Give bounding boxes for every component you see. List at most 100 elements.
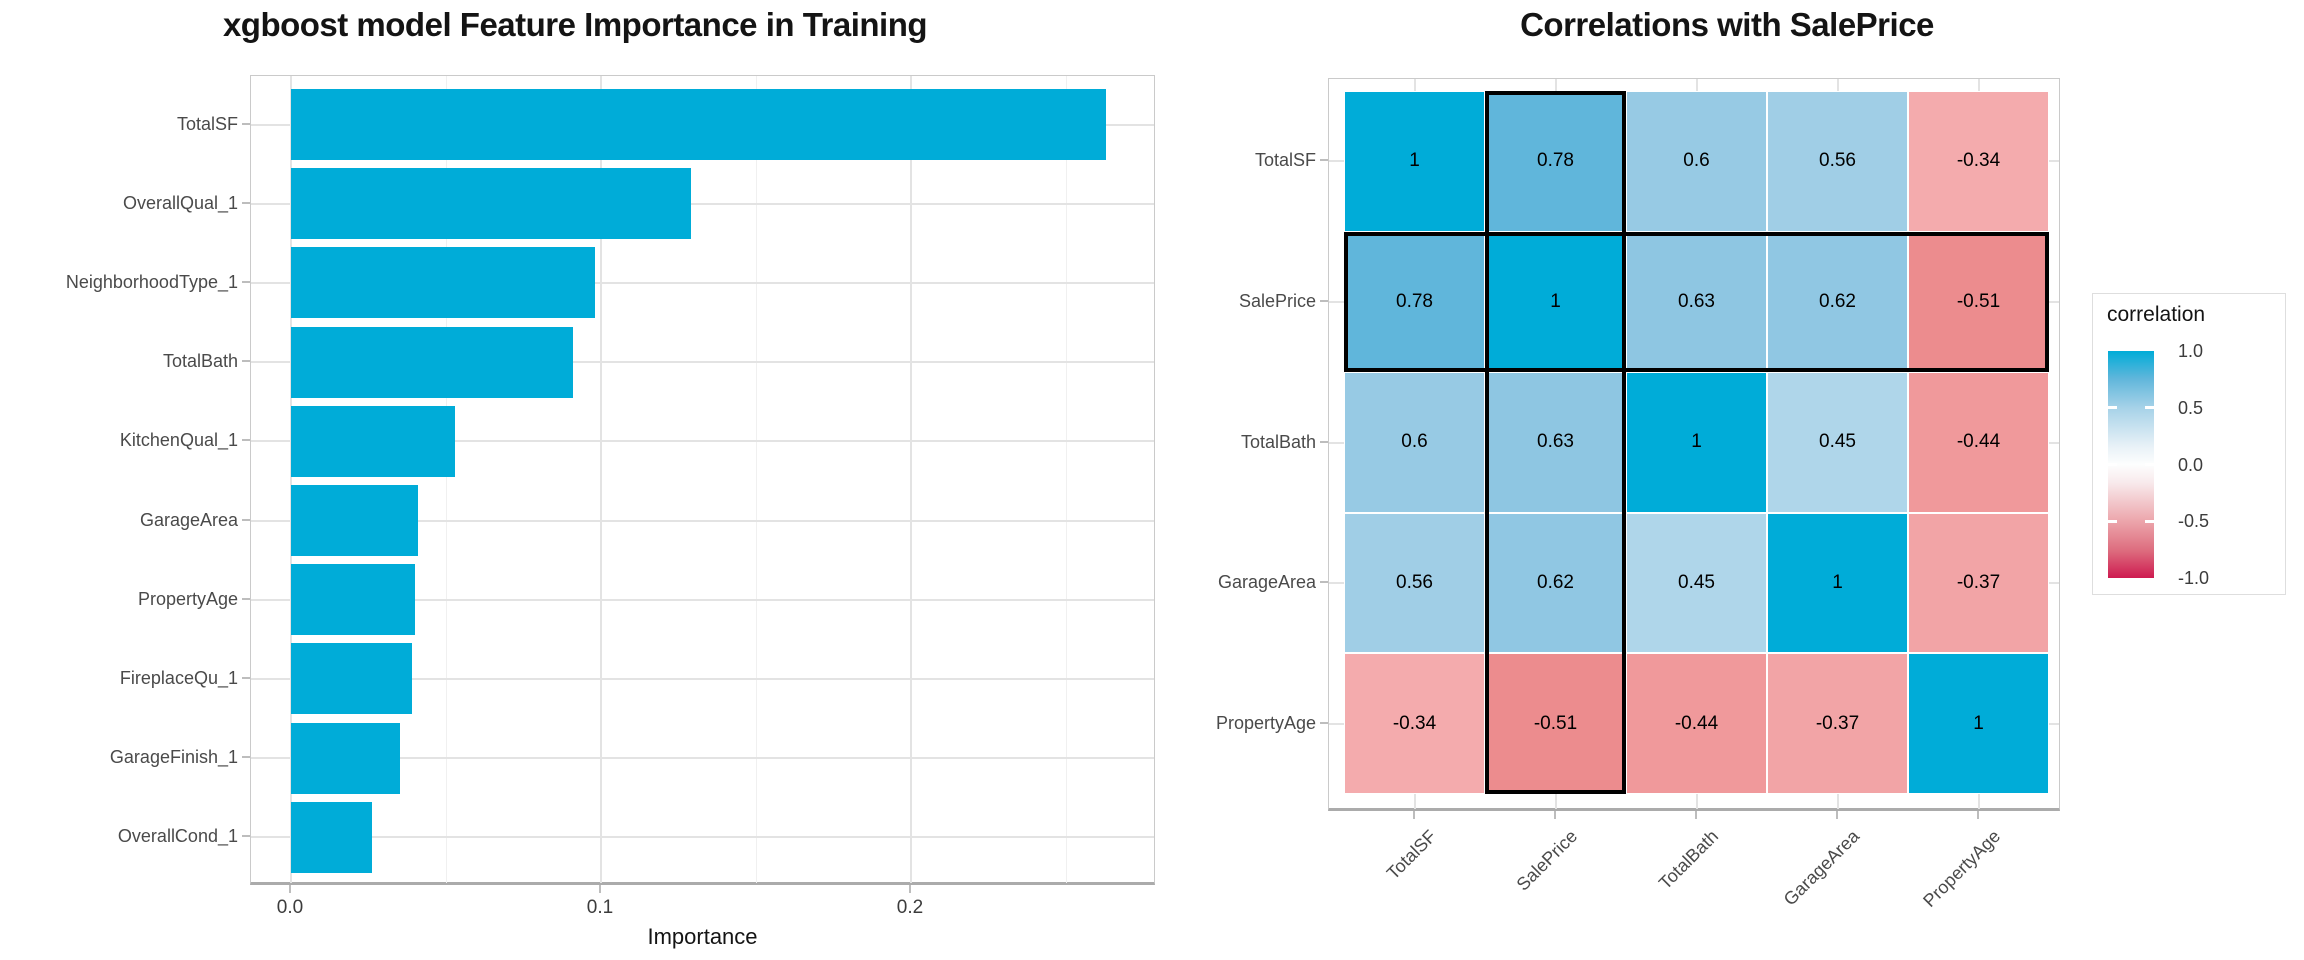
correlation-heatmap-chart: Correlations with SalePrice 1 0.78 0.6 0.56… (1150, 0, 2304, 960)
x-axis-label-rotated: PropertyAge (1918, 826, 2004, 911)
heatmap-cell: 0.78 (1344, 231, 1485, 373)
bar (291, 485, 419, 556)
x-axis-label-rotated: TotalSF (1382, 826, 1440, 884)
legend-tick-dash (2145, 406, 2154, 410)
legend-tick-dash (2108, 463, 2117, 466)
heatmap-title: Correlations with SalePrice (1520, 6, 1934, 43)
y-axis-tick (242, 756, 250, 759)
gridline-major-horizontal (251, 836, 1154, 839)
heatmap-cell: -0.51 (1485, 653, 1626, 794)
y-axis-tick (242, 835, 250, 838)
gridline-major-vertical (910, 76, 912, 883)
x-axis-tick (1976, 811, 1979, 819)
bar (291, 247, 595, 319)
y-axis-tick (242, 122, 250, 125)
y-axis-label: TotalBath (162, 351, 238, 372)
heatmap-cell: 0.62 (1485, 512, 1626, 654)
x-axis-label: 0.0 (276, 897, 304, 918)
bar-chart-title: xgboost model Feature Importance in Trai… (222, 6, 928, 43)
heatmap-cell: 0.45 (1626, 512, 1767, 654)
y-axis-tick (242, 360, 250, 363)
y-axis-label: PropertyAge (1215, 712, 1316, 733)
heatmap-cell: -0.37 (1767, 653, 1908, 794)
legend-tick-label: -1.0 (2178, 568, 2210, 588)
gridline-minor-vertical (756, 76, 757, 883)
x-axis-tick (599, 885, 601, 893)
heatmap-cell: -0.34 (1908, 91, 2049, 232)
x-axis-tick (1694, 811, 1697, 819)
legend-tick-label: 1.0 (2178, 341, 2204, 361)
heatmap-cell: 0.6 (1344, 372, 1485, 513)
legend-tick-dash (2108, 519, 2117, 523)
heatmap-cell: 1 (1767, 512, 1908, 654)
heatmap-cell: 0.56 (1767, 91, 1908, 232)
gridline-major-horizontal (251, 440, 1154, 443)
gridline-major-horizontal (251, 519, 1154, 522)
y-axis-tick (242, 597, 250, 600)
legend-tick-dash (2145, 519, 2154, 523)
legend-tick-dash (2145, 463, 2154, 466)
heatmap-cell: 1 (1485, 231, 1626, 373)
heatmap-cell: 0.63 (1485, 372, 1626, 513)
bar (291, 643, 412, 715)
heatmap-cell: 1 (1908, 653, 2049, 794)
y-axis-label: SalePrice (1238, 290, 1316, 311)
heatmap-cell: 1 (1344, 91, 1485, 232)
y-axis-tick (1320, 159, 1328, 162)
x-axis-tick (1835, 811, 1838, 819)
gridline-minor-vertical (1066, 76, 1067, 883)
bar (291, 722, 400, 794)
y-axis-tick (1320, 581, 1328, 584)
heatmap-cell: 0.45 (1767, 372, 1908, 513)
y-axis-tick (1320, 299, 1328, 302)
heatmap-cell: -0.51 (1908, 231, 2049, 373)
y-axis-tick (242, 439, 250, 442)
y-axis-label: OverallQual_1 (122, 192, 238, 213)
gridline-major-vertical (290, 76, 292, 883)
x-axis-label-rotated: SalePrice (1512, 826, 1581, 895)
legend-title: correlation (2107, 303, 2206, 326)
y-axis-label: GarageFinish_1 (109, 747, 238, 768)
y-axis-tick (1320, 721, 1328, 724)
legend-tick-label: 0.0 (2178, 454, 2204, 475)
x-axis-label-rotated: TotalBath (1654, 826, 1722, 894)
y-axis-label: FireplaceQu_1 (119, 667, 238, 688)
bar-chart-panel (250, 75, 1155, 885)
heatmap-cell: 1 (1626, 372, 1767, 513)
y-axis-label: NeighborhoodType_1 (65, 271, 238, 292)
heatmap-cell: -0.44 (1908, 372, 2049, 513)
gridline-major-horizontal (251, 281, 1154, 284)
heatmap-cell: 0.6 (1626, 91, 1767, 232)
gridline-major-horizontal (251, 757, 1154, 760)
heatmap-cell: -0.44 (1626, 653, 1767, 794)
heatmap-panel: 1 0.78 0.6 0.56 -0.34 0.78 1 0.63 0.62 -0.51 0.6 0.… (1328, 78, 2060, 811)
heatmap-cell: 0.78 (1485, 91, 1626, 232)
y-axis-label: KitchenQual_1 (119, 430, 238, 451)
y-axis-label: TotalSF (1254, 150, 1316, 171)
y-axis-tick (242, 676, 250, 679)
gridline-major-horizontal (251, 677, 1154, 680)
x-axis-tick (289, 885, 291, 893)
bar (291, 89, 1107, 160)
heatmap-cell: 0.62 (1767, 231, 1908, 373)
heatmap-cell: 0.56 (1344, 512, 1485, 654)
y-axis-label: GarageArea (139, 509, 238, 530)
bar (291, 326, 574, 398)
heatmap-cell: 0.63 (1626, 231, 1767, 373)
x-axis-label-rotated: GarageArea (1779, 826, 1863, 910)
gridline-major-horizontal (251, 598, 1154, 601)
bar (291, 801, 372, 873)
legend-tick-label: 0.5 (2178, 397, 2204, 418)
y-axis-label: GarageArea (1217, 572, 1316, 593)
x-axis-title: Importance (647, 924, 758, 949)
x-axis-label: 0.1 (586, 897, 614, 918)
bar (291, 405, 456, 477)
feature-importance-bar-chart: xgboost model Feature Importance in Trai… (0, 0, 1155, 960)
x-axis-tick (1412, 811, 1415, 819)
gridline-minor-vertical (446, 76, 447, 883)
y-axis-label: TotalBath (1240, 431, 1316, 452)
y-axis-label: PropertyAge (137, 588, 238, 609)
correlation-legend: correlation 1.0 0.5 0.0 -0.5 -1.0 (2092, 293, 2286, 595)
heatmap-cell: -0.37 (1908, 512, 2049, 654)
